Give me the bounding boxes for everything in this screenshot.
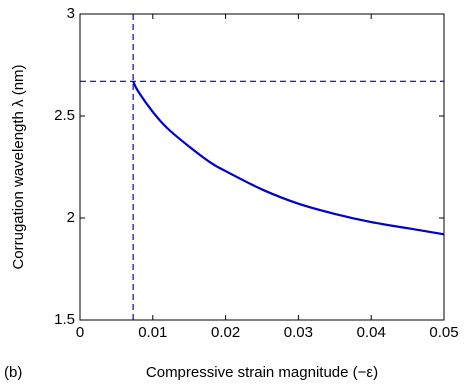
plot-frame [79,13,445,321]
y-tick-label: 3 [67,5,75,22]
series-line-0 [132,80,445,236]
y-tick-label: 2 [67,209,75,226]
x-tick-label: 0.05 [429,324,458,341]
panel-label: (b) [4,364,22,381]
y-tick-label: 2.5 [54,107,75,124]
y-tick-label: 1.5 [54,311,75,328]
x-axis-ticks: 0 0.01 0.02 0.03 0.04 0.05 [76,14,459,341]
x-tick-label: 0.02 [211,324,240,341]
y-axis-ticks: 1.5 2 2.5 3 [54,5,444,328]
x-tick-label: 0 [76,324,84,341]
x-tick-label: 0.04 [357,324,386,341]
y-axis-label: Corrugation wavelength λ (nm) [10,64,27,269]
plot-content [80,14,445,320]
x-tick-label: 0.03 [284,324,313,341]
x-axis-label: Compressive strain magnitude (−ε) [146,364,378,381]
x-tick-label: 0.01 [138,324,167,341]
